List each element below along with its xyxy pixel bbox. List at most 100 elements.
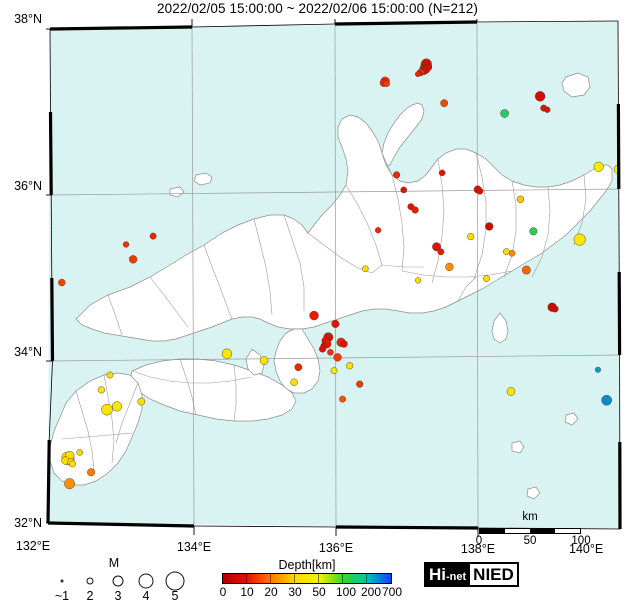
epicenter-marker — [309, 310, 319, 321]
epicenter-marker — [101, 403, 113, 416]
magnitude-label-4: 4 — [142, 589, 150, 603]
depth-tick-10: 10 — [240, 585, 254, 599]
lon-label-140e: 140°E — [569, 542, 604, 556]
epicenter-marker — [551, 305, 559, 313]
lon-label-138e: 138°E — [460, 542, 496, 556]
magnitude-symbols — [34, 571, 194, 591]
epicenter-marker — [595, 366, 601, 373]
epicenter-marker — [544, 106, 551, 113]
depth-tick-0: 0 — [219, 585, 227, 599]
prefecture-borders — [61, 152, 587, 472]
lon-label-132e: 132°E — [15, 539, 51, 553]
scale-tick-100: 100 — [571, 535, 591, 547]
epicenter-marker — [294, 363, 303, 372]
epicenter-marker — [534, 91, 546, 102]
epicenter-marker — [327, 349, 334, 356]
epicenter-marker — [516, 195, 525, 204]
depth-tick-50: 50 — [312, 585, 326, 599]
epicenter-marker — [362, 265, 369, 273]
epicenter-marker — [221, 348, 233, 359]
magnitude-circle-2 — [86, 577, 94, 585]
epicenter-marker — [319, 345, 327, 353]
epicenter-marker — [440, 99, 449, 108]
lat-label-38n: 38°N — [14, 12, 42, 26]
epicenter-marker — [500, 109, 509, 118]
epicenter-marker — [339, 395, 346, 403]
epicenter-marker — [411, 206, 419, 214]
scale-unit-label: km — [522, 511, 538, 523]
epicenter-marker — [340, 340, 348, 348]
depth-colorbar-gradient — [223, 574, 391, 583]
epicenter-marker — [508, 250, 516, 257]
epicenter-marker — [122, 241, 130, 248]
hinet-nied-logo[interactable]: Hi -net NIED — [424, 562, 519, 587]
epicenter-marker — [112, 401, 122, 412]
epicenter-marker — [502, 248, 510, 256]
lat-label-32n: 32°N — [14, 516, 42, 530]
land-polygons — [49, 72, 613, 500]
scale-tick-0: 0 — [475, 535, 483, 547]
lon-label-134e: 134°E — [176, 540, 212, 554]
epicenter-marker — [137, 397, 146, 406]
logo-nied-text: NIED — [468, 564, 517, 585]
epicenter-marker — [331, 319, 340, 328]
magnitude-label-3: 3 — [114, 589, 122, 603]
magnitude-label-2: 2 — [86, 589, 94, 603]
logo-hi-text: Hi — [429, 565, 446, 584]
magnitude-legend: M ~1 2 3 4 5 — [34, 556, 194, 604]
lat-label-34n: 34°N — [14, 345, 42, 359]
epicenter-marker — [437, 248, 445, 256]
epicenter-marker — [64, 478, 76, 490]
map-frame — [46, 19, 622, 537]
epicenter-marker — [356, 380, 364, 388]
epicenter-marker — [483, 275, 490, 282]
epicenter-marker — [445, 262, 454, 272]
depth-legend-title: Depth[km] — [278, 558, 336, 572]
epicenter-marker — [467, 233, 475, 241]
epicenter-marker — [106, 371, 114, 379]
depth-tick-labels: 0 10 20 30 50 100 200 700 — [216, 585, 402, 601]
epicenter-marker — [432, 242, 441, 252]
page-title: 2022/02/05 15:00:00 ~ 2022/02/06 15:00:0… — [157, 1, 478, 16]
map-graphic — [46, 19, 622, 537]
epicenter-marker — [69, 460, 76, 468]
epicenter-marker — [521, 265, 531, 275]
epicenter-marker — [424, 63, 433, 71]
epicenter-marker — [58, 278, 66, 287]
epicenter-marker — [438, 169, 446, 177]
epicenter-marker — [375, 227, 382, 234]
epicenter-marker — [400, 186, 407, 194]
magnitude-circle-3 — [112, 575, 124, 587]
epicenter-marker — [76, 449, 83, 456]
epicenter-marker — [346, 362, 354, 370]
scale-tick-labels: 0 50 100 — [471, 535, 591, 549]
lat-label-36n: 36°N — [14, 179, 42, 193]
epicenter-marker — [506, 387, 516, 396]
depth-tick-200: 200 — [360, 585, 382, 599]
depth-tick-30: 30 — [288, 585, 302, 599]
magnitude-labels: ~1 2 3 4 5 — [34, 589, 194, 605]
epicenter-marker — [414, 277, 422, 284]
lon-label-136e: 136°E — [318, 541, 354, 555]
epicenter-marker — [393, 171, 401, 179]
epicenter-marker — [485, 222, 494, 231]
epicenter-marker — [149, 232, 157, 240]
epicenter-marker — [97, 386, 105, 394]
map-canvas[interactable] — [46, 19, 622, 537]
logo-hinet: Hi -net — [426, 564, 469, 585]
depth-tick-100: 100 — [335, 585, 357, 599]
epicenter-marker — [476, 187, 484, 195]
magnitude-legend-title: M — [108, 556, 120, 570]
epicenter-marker — [593, 161, 604, 172]
map-panel[interactable]: km 0 50 100 — [46, 19, 622, 547]
depth-tick-20: 20 — [264, 585, 278, 599]
scale-bar: km 0 50 100 — [471, 511, 591, 551]
epicenter-marker — [290, 378, 298, 386]
magnitude-label-1: ~1 — [54, 589, 70, 603]
scale-tick-50: 50 — [523, 535, 537, 547]
epicenter-marker — [415, 71, 421, 77]
epicenter-marker — [128, 255, 138, 264]
epicenter-marker — [333, 353, 342, 362]
magnitude-circle-4 — [138, 573, 154, 589]
